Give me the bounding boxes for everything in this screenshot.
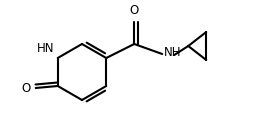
Text: NH: NH [164, 47, 182, 59]
Text: O: O [21, 82, 31, 95]
Text: O: O [130, 4, 139, 17]
Text: HN: HN [37, 42, 55, 55]
